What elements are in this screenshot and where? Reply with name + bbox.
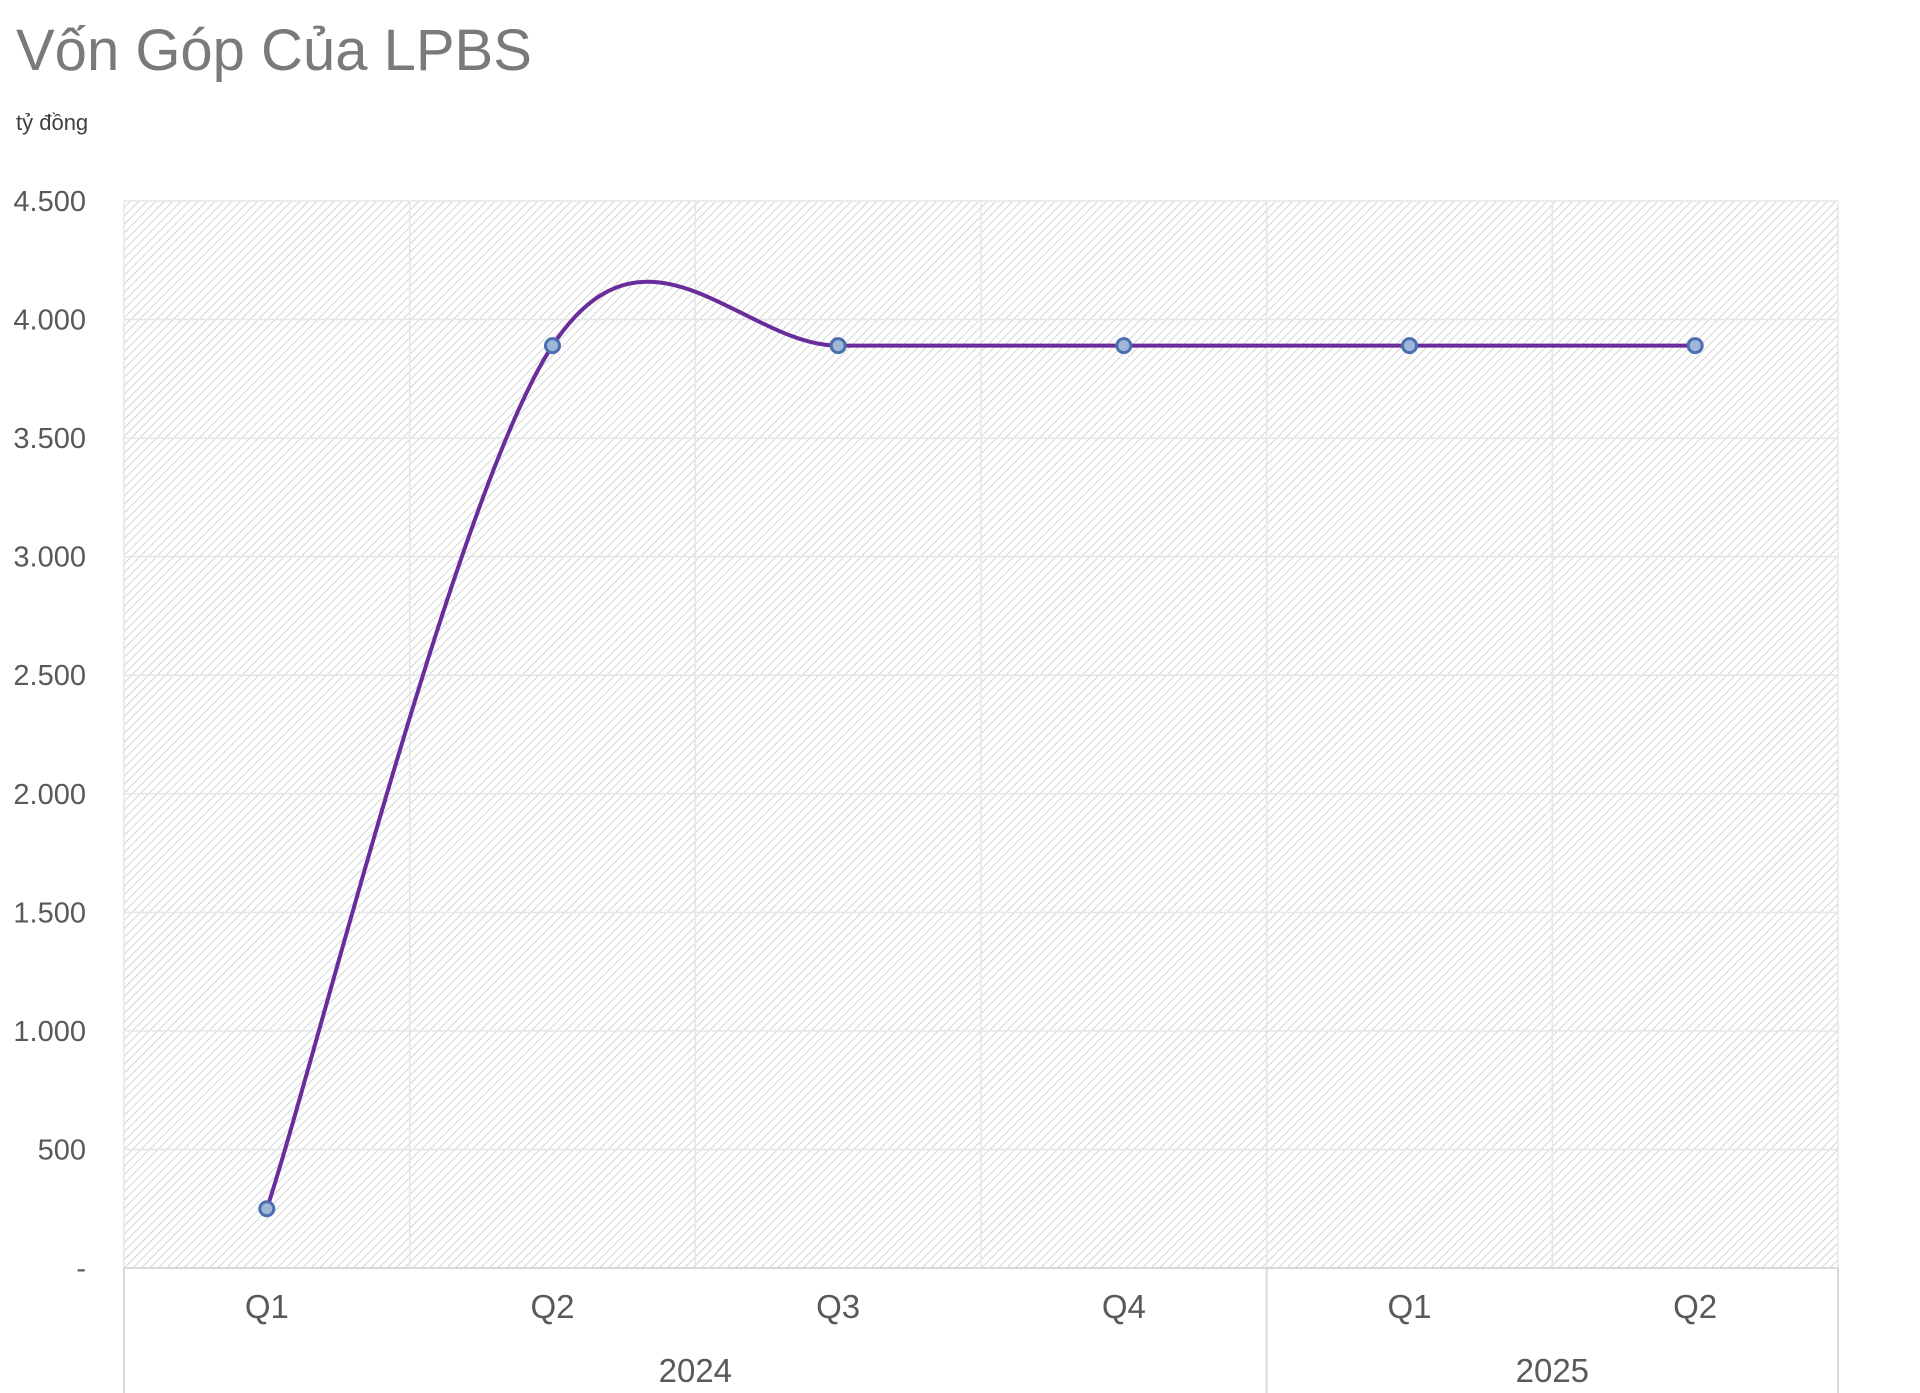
- data-point-marker: [258, 1200, 276, 1218]
- y-tick-label: 3.500: [13, 423, 86, 455]
- y-tick-label: 3.000: [13, 542, 86, 574]
- x-category-label: Q1: [245, 1288, 289, 1325]
- y-axis-unit-label: tỷ đồng: [16, 110, 89, 135]
- y-tick-label: 500: [38, 1134, 86, 1166]
- x-group-label: 2025: [1516, 1352, 1589, 1389]
- series-line-group: [258, 279, 1704, 1218]
- data-point-marker: [544, 337, 561, 355]
- data-point-marker: [1686, 337, 1704, 355]
- data-point-marker: [1115, 337, 1133, 355]
- x-category-label: Q2: [530, 1288, 574, 1325]
- y-tick-label: -: [76, 1253, 86, 1285]
- x-axis: Q1 Q2 Q3 Q4 Q1 Q2 2024 2025: [123, 1267, 1839, 1393]
- y-tick-label: 2.000: [13, 779, 86, 811]
- y-tick-label: 2.500: [13, 660, 86, 692]
- y-tick-label: 4.500: [13, 186, 86, 218]
- data-point-marker: [1401, 337, 1418, 355]
- x-category-label: Q4: [1102, 1288, 1146, 1325]
- data-point-marker: [829, 337, 847, 355]
- x-category-label: Q2: [1673, 1288, 1717, 1325]
- gridlines: [123, 200, 1839, 1268]
- x-category-label: Q1: [1387, 1288, 1431, 1325]
- x-category-label: Q3: [816, 1288, 860, 1325]
- y-tick-label: 1.000: [13, 1016, 86, 1048]
- y-tick-label: 4.000: [13, 305, 86, 337]
- y-axis-ticks: - 500 1.000 1.500 2.000 2.500 3.000 3.500 4.000 4…: [13, 186, 86, 1285]
- y-tick-label: 1.500: [13, 897, 86, 929]
- x-group-label: 2024: [659, 1352, 732, 1389]
- chart-title: Vốn Góp Của LPBS: [16, 18, 532, 83]
